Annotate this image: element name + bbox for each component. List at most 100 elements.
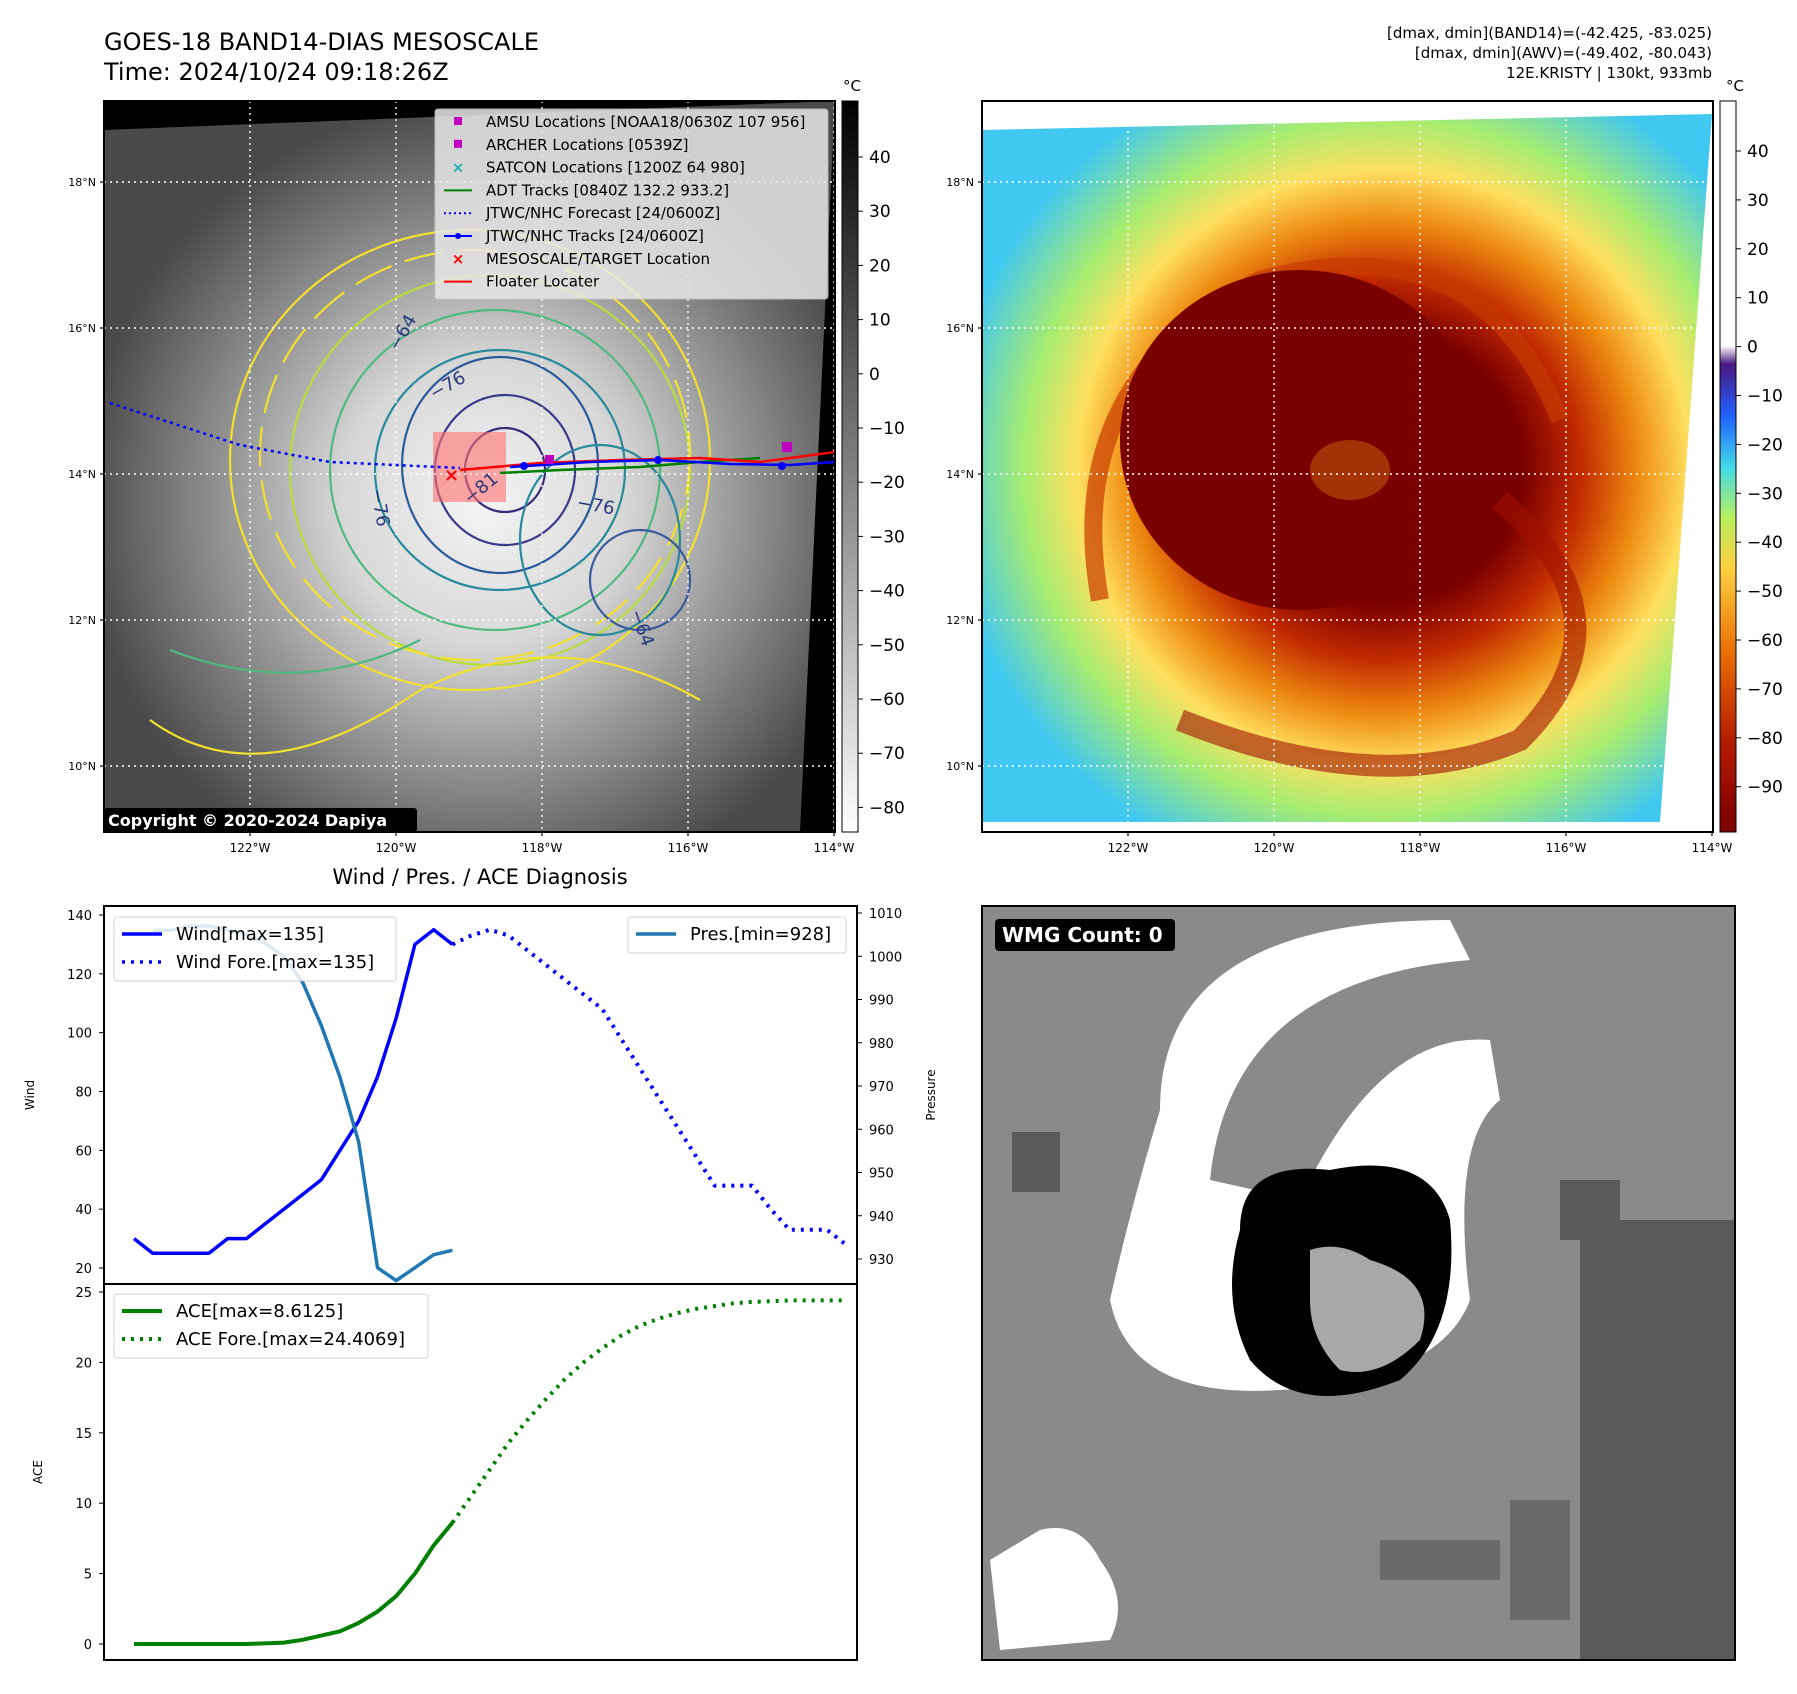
color-colorbar-unit: °C bbox=[1726, 77, 1744, 95]
pressure-legend-label: Pres.[min=928] bbox=[690, 924, 831, 945]
wind-pressure-chart: Wind / Pres. / ACE Diagnosis Wind Pressu… bbox=[23, 865, 938, 1284]
legend-marker bbox=[454, 117, 462, 125]
wind-y-tick-label: 40 bbox=[75, 1203, 92, 1218]
wind-y-tick-label: 120 bbox=[67, 968, 92, 983]
wind-ylabel: Wind bbox=[23, 1080, 37, 1110]
lat-tick-label: 10°N bbox=[68, 760, 96, 773]
target-marker: × bbox=[444, 465, 459, 486]
legend-marker bbox=[454, 140, 462, 148]
colorbar-tick-label: −80 bbox=[869, 798, 905, 818]
colorbar-tick-label: −70 bbox=[869, 744, 905, 764]
colorbar-tick-label: −20 bbox=[1747, 435, 1783, 455]
wind-y-tick-label: 60 bbox=[75, 1144, 92, 1159]
ace-y-tick-label: 5 bbox=[84, 1568, 92, 1583]
colorbar-tick-label: −30 bbox=[869, 527, 905, 547]
colorbar-tick-label: 20 bbox=[869, 256, 891, 276]
lat-tick-label: 12°N bbox=[946, 614, 974, 627]
archer-marker bbox=[545, 455, 554, 464]
colorbar-tick-label: −60 bbox=[1747, 631, 1783, 651]
colorbar-tick-label: 30 bbox=[1747, 191, 1769, 211]
ace-legend-label: ACE[max=8.6125] bbox=[176, 1301, 343, 1322]
legend-marker-dot bbox=[455, 233, 461, 239]
legend-marker: × bbox=[452, 159, 465, 177]
lat-tick-label: 16°N bbox=[68, 322, 96, 335]
pressure-ylabel: Pressure bbox=[924, 1069, 938, 1120]
color-colorbar bbox=[1720, 101, 1736, 832]
storm-info: 12E.KRISTY | 130kt, 933mb bbox=[1506, 64, 1712, 82]
colorbar-tick-label: 0 bbox=[1747, 338, 1758, 358]
wind-y-tick-label: 20 bbox=[75, 1262, 92, 1277]
colorbar-tick-label: −90 bbox=[1747, 778, 1783, 798]
lon-tick-label: 114°W bbox=[1692, 841, 1733, 855]
ace-ylabel: ACE bbox=[31, 1460, 45, 1484]
colorbar-tick-label: −50 bbox=[1747, 582, 1783, 602]
color-colorbar-ticks: 40 30 20 10 0 −10 −20 −30 −40 −50 −60 −70 −80 −90 bbox=[1736, 142, 1783, 798]
legend-label: JTWC/NHC Tracks [24/0600Z] bbox=[485, 227, 704, 245]
colorbar-tick-label: −50 bbox=[869, 636, 905, 656]
wmg-panel: WMG Count: 0 bbox=[982, 906, 1735, 1660]
pressure-y-tick-label: 1010 bbox=[869, 907, 902, 922]
ir-colorbar bbox=[842, 101, 858, 832]
wind-y-tick-label: 80 bbox=[75, 1086, 92, 1101]
pressure-y-tick-label: 980 bbox=[869, 1037, 894, 1052]
ace-y-tick-label: 0 bbox=[84, 1638, 92, 1653]
figure-title: GOES-18 BAND14-DIAS MESOSCALE bbox=[104, 28, 539, 56]
colorbar-tick-label: 0 bbox=[869, 365, 880, 385]
lon-tick-label: 118°W bbox=[522, 841, 563, 855]
pressure-y-tick-label: 970 bbox=[869, 1080, 894, 1095]
colorbar-tick-label: −40 bbox=[1747, 533, 1783, 553]
lon-tick-label: 118°W bbox=[1400, 841, 1441, 855]
legend-label: MESOSCALE/TARGET Location bbox=[486, 250, 710, 268]
colorbar-tick-label: 40 bbox=[1747, 142, 1769, 162]
colorbar-tick-label: −10 bbox=[1747, 387, 1783, 407]
stats-awv: [dmax, dmin](AWV)=(-49.402, -80.043) bbox=[1415, 44, 1712, 62]
lon-tick-label: 122°W bbox=[1108, 841, 1149, 855]
color-lat-ticks: 18°N16°N14°N12°N10°N bbox=[946, 176, 982, 773]
pressure-y-tick-label: 930 bbox=[869, 1253, 894, 1268]
colorbar-tick-label: −80 bbox=[1747, 729, 1783, 749]
legend-label: SATCON Locations [1200Z 64 980] bbox=[486, 159, 745, 177]
lat-tick-label: 18°N bbox=[946, 176, 974, 189]
color-map-panel: °C 403020100−10−20−30−40−50−60−70−80−90 … bbox=[946, 77, 1783, 855]
colorbar-tick-label: 20 bbox=[1747, 240, 1769, 260]
lon-tick-label: 122°W bbox=[230, 841, 271, 855]
colorbar-tick-label: 30 bbox=[869, 202, 891, 222]
colorbar-tick-label: 10 bbox=[1747, 289, 1769, 309]
wind-y-ticks: 140 120 100 80 60 40 20 bbox=[67, 909, 104, 1277]
legend-label: ARCHER Locations [0539Z] bbox=[486, 136, 689, 154]
ir-colorbar-unit: °C bbox=[843, 77, 861, 95]
colorbar-tick-label: 40 bbox=[869, 148, 891, 168]
legend-marker: × bbox=[452, 250, 465, 268]
ace-legend-label: ACE Fore.[max=24.4069] bbox=[176, 1329, 405, 1350]
ace-y-tick-label: 10 bbox=[75, 1497, 92, 1512]
colorbar-tick-label: −30 bbox=[1747, 484, 1783, 504]
colorbar-tick-label: −20 bbox=[869, 473, 905, 493]
pressure-y-tick-label: 1000 bbox=[869, 950, 902, 965]
lat-tick-label: 14°N bbox=[68, 468, 96, 481]
legend-label: AMSU Locations [NOAA18/0630Z 107 956] bbox=[486, 113, 805, 131]
wind-y-tick-label: 100 bbox=[67, 1027, 92, 1042]
colorbar-tick-label: −60 bbox=[869, 690, 905, 710]
colorbar-tick-label: −10 bbox=[869, 419, 905, 439]
lon-tick-label: 116°W bbox=[668, 841, 709, 855]
ace-legend: ACE[max=8.6125] ACE Fore.[max=24.4069] bbox=[114, 1294, 428, 1358]
lat-tick-label: 16°N bbox=[946, 322, 974, 335]
lat-tick-label: 14°N bbox=[946, 468, 974, 481]
ace-y-tick-label: 15 bbox=[75, 1427, 92, 1442]
lat-tick-label: 18°N bbox=[68, 176, 96, 189]
stats-band14: [dmax, dmin](BAND14)=(-42.425, -83.025) bbox=[1387, 24, 1712, 42]
amsu-marker bbox=[782, 442, 792, 452]
legend-label: ADT Tracks [0840Z 132.2 933.2] bbox=[486, 181, 729, 199]
lon-tick-label: 120°W bbox=[376, 841, 417, 855]
legend-label: Floater Locater bbox=[486, 273, 600, 291]
colorbar-tick-label: −70 bbox=[1747, 680, 1783, 700]
ace-y-tick-label: 20 bbox=[75, 1356, 92, 1371]
ir-lat-ticks: 18°N16°N14°N12°N10°N bbox=[68, 176, 104, 773]
wind-y-tick-label: 140 bbox=[67, 909, 92, 924]
